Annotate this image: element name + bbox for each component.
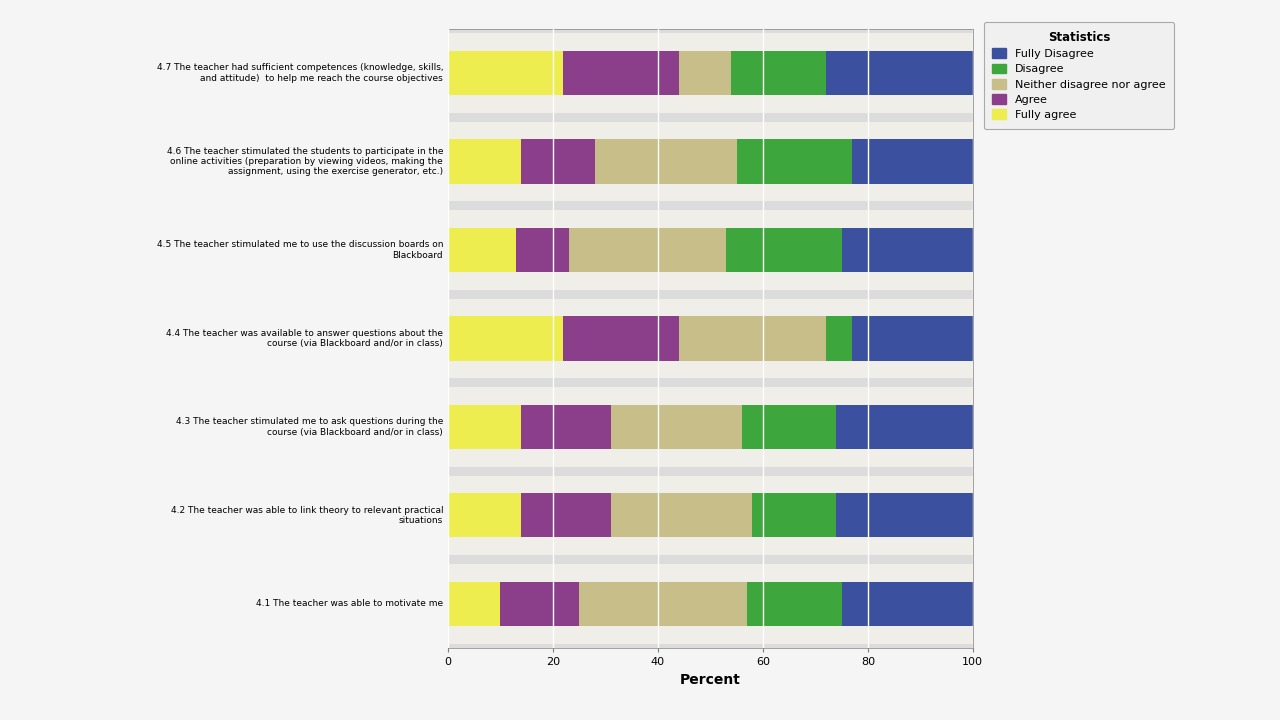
Bar <box>448 140 521 184</box>
Bar <box>748 582 842 626</box>
Bar <box>448 387 973 467</box>
Legend: Fully Disagree, Disagree, Neither disagree nor agree, Agree, Fully agree: Fully Disagree, Disagree, Neither disagr… <box>983 22 1174 129</box>
Bar <box>448 564 973 644</box>
Bar <box>563 51 678 95</box>
Bar <box>678 51 731 95</box>
Bar <box>731 51 826 95</box>
Bar <box>580 582 748 626</box>
Bar <box>678 316 826 361</box>
Bar <box>753 493 836 537</box>
Bar <box>448 475 973 555</box>
Bar <box>726 228 842 272</box>
Bar <box>563 316 678 361</box>
Bar <box>516 228 568 272</box>
Bar <box>521 493 611 537</box>
Bar <box>448 122 973 202</box>
Bar <box>842 228 973 272</box>
Bar <box>500 582 580 626</box>
Bar <box>742 405 836 449</box>
Bar <box>521 405 611 449</box>
Bar <box>842 582 973 626</box>
Bar <box>595 140 736 184</box>
Bar <box>737 140 852 184</box>
Bar <box>852 316 973 361</box>
Bar <box>611 493 753 537</box>
Bar <box>448 582 500 626</box>
Bar <box>448 228 516 272</box>
Bar <box>448 51 563 95</box>
Bar <box>448 299 973 378</box>
Bar <box>826 316 852 361</box>
Bar <box>836 405 973 449</box>
Bar <box>852 140 973 184</box>
Bar <box>448 493 521 537</box>
Bar <box>611 405 742 449</box>
Bar <box>448 33 973 113</box>
Bar <box>836 493 973 537</box>
Bar <box>448 210 973 289</box>
X-axis label: Percent: Percent <box>680 672 741 687</box>
Bar <box>448 316 563 361</box>
Bar <box>568 228 726 272</box>
Bar <box>521 140 595 184</box>
Bar <box>448 405 521 449</box>
Bar <box>826 51 973 95</box>
